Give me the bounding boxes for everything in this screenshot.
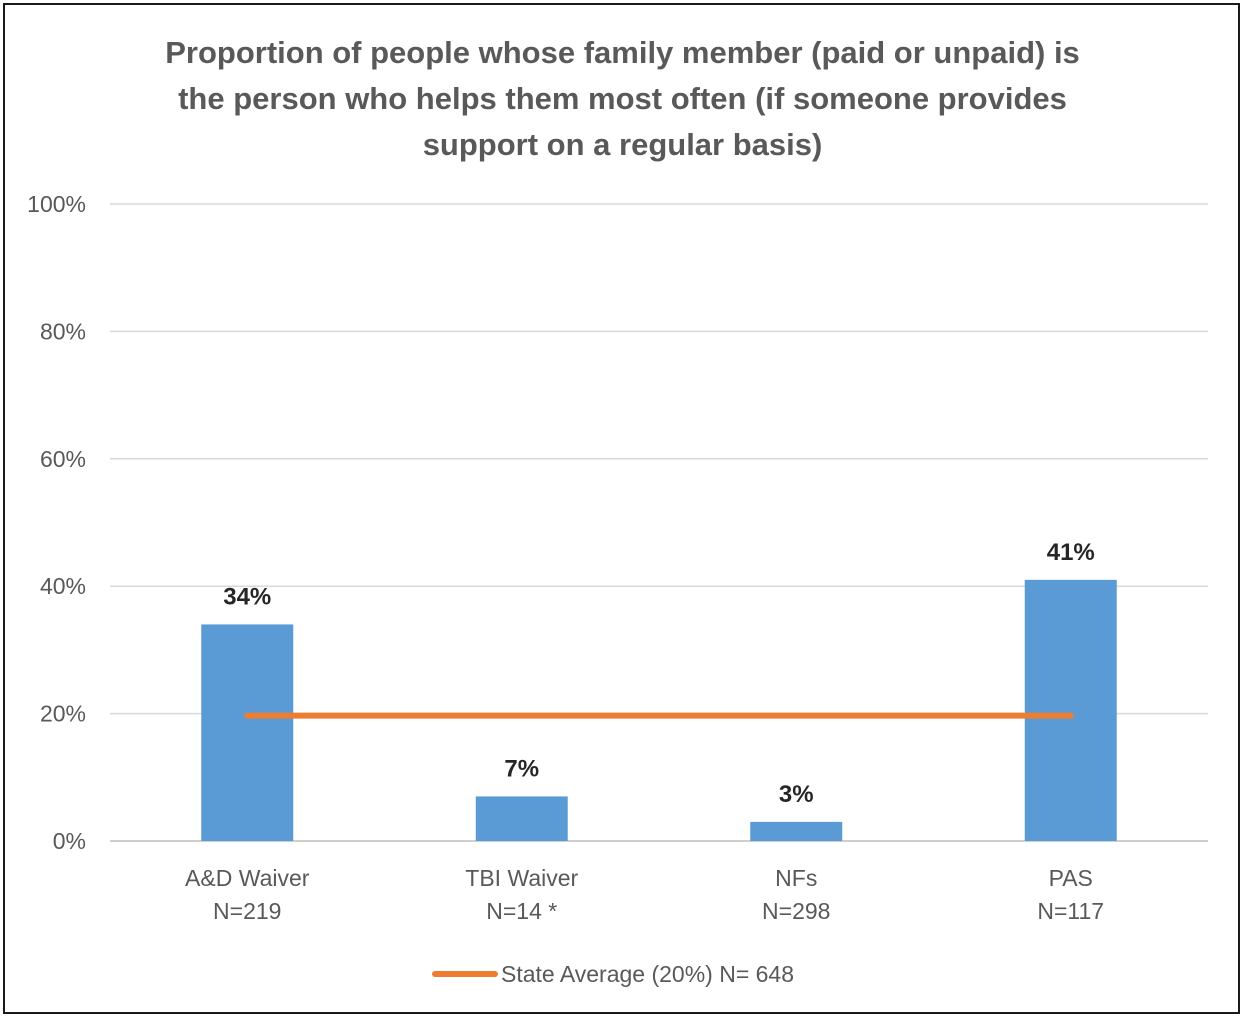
y-tick-label: 40%: [40, 573, 86, 599]
category-label: PAS: [1049, 865, 1093, 891]
legend-label: State Average (20%) N= 648: [501, 961, 794, 987]
category-sublabel: N=219: [213, 898, 281, 924]
y-tick-label: 20%: [40, 701, 86, 727]
category-label: NFs: [775, 865, 817, 891]
chart-title-line-3: support on a regular basis): [422, 127, 823, 162]
category-label: A&D Waiver: [185, 865, 310, 891]
chart-title-line-1: Proportion of people whose family member…: [165, 35, 1080, 70]
bar-0: [201, 624, 294, 841]
bar-2: [750, 821, 843, 841]
bar-1: [475, 796, 568, 841]
category-sublabel: N=14 *: [486, 898, 557, 924]
chart-frame: [3, 3, 1240, 1014]
category-sublabel: N=298: [762, 898, 830, 924]
data-label: 41%: [1047, 539, 1095, 566]
y-tick-label: 100%: [27, 191, 86, 217]
data-label: 34%: [223, 583, 271, 610]
category-label: TBI Waiver: [465, 865, 578, 891]
y-tick-label: 60%: [40, 446, 86, 472]
y-tick-label: 80%: [40, 318, 86, 344]
data-label: 3%: [779, 781, 814, 808]
chart-title-line-2: the person who helps them most often (if…: [178, 81, 1067, 116]
bar-3: [1024, 579, 1117, 841]
data-label: 7%: [504, 755, 539, 782]
category-sublabel: N=117: [1037, 898, 1104, 924]
chart-title: Proportion of people whose family member…: [0, 30, 1245, 168]
y-tick-label: 0%: [53, 828, 86, 854]
